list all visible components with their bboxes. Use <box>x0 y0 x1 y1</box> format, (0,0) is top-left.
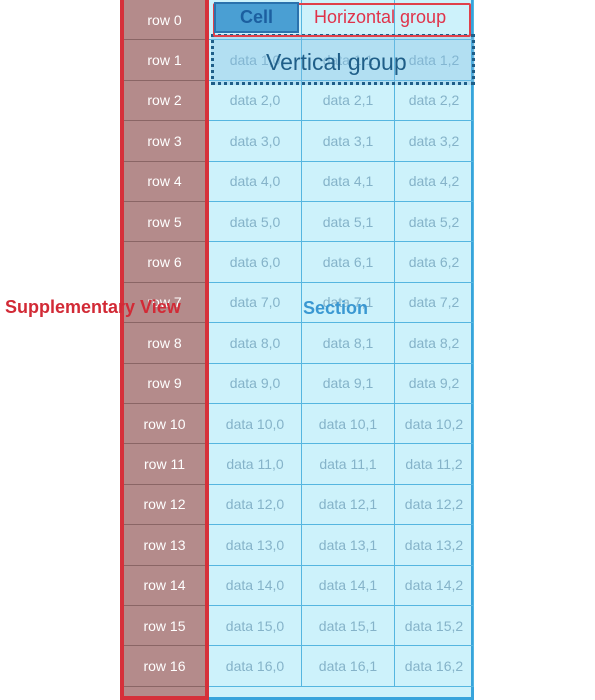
data-cell: data 6,2 <box>395 242 474 283</box>
data-cell: data 13,0 <box>209 525 302 566</box>
row-header: row 6 <box>124 242 205 283</box>
row-header: row 7 <box>124 283 205 324</box>
data-cell: data 13,2 <box>395 525 474 566</box>
data-cell: data 15,2 <box>395 606 474 647</box>
row-header: row 4 <box>124 162 205 202</box>
data-cell: data 4,2 <box>395 161 474 202</box>
data-cell: data 3,1 <box>302 121 395 162</box>
data-cell: data 9,2 <box>395 363 474 404</box>
data-cell: data 1,0 <box>209 40 302 81</box>
data-cell: data 16,1 <box>302 646 395 687</box>
data-cell: data 11,0 <box>209 444 302 485</box>
data-cell: data 1,1 <box>302 40 395 81</box>
row-header: row 9 <box>124 364 205 404</box>
data-cell: data 7,1 <box>302 282 395 324</box>
data-cell: data 14,1 <box>302 565 395 606</box>
data-cell: data 6,0 <box>209 242 302 283</box>
data-cell: data 14,2 <box>395 565 474 606</box>
data-cell <box>209 0 302 41</box>
data-cell: data 12,0 <box>209 484 302 526</box>
row-header: row 1 <box>124 40 205 81</box>
data-cell: data 5,2 <box>395 202 474 243</box>
data-cell: data 12,1 <box>302 484 395 526</box>
row-header: row 15 <box>124 606 205 647</box>
data-cell: data 8,1 <box>302 323 395 364</box>
data-cell: data 5,1 <box>302 202 395 243</box>
data-cell: data 5,0 <box>209 202 302 243</box>
data-cell: data 3,0 <box>209 121 302 162</box>
data-cell: data 15,1 <box>302 606 395 647</box>
row-header: row 12 <box>124 485 205 526</box>
row-header: row 0 <box>124 0 205 41</box>
data-cell: data 6,1 <box>302 242 395 283</box>
data-cell: data 7,0 <box>209 282 302 324</box>
data-cell: data 13,1 <box>302 525 395 566</box>
data-cell: data 10,1 <box>302 404 395 445</box>
data-cell <box>302 0 395 41</box>
row-header: row 2 <box>124 81 205 122</box>
data-cell: data 9,0 <box>209 363 302 404</box>
horizontal-group-label: Horizontal group <box>314 7 447 27</box>
data-cell: data 10,0 <box>209 404 302 445</box>
data-cell: data 8,0 <box>209 323 302 364</box>
row-header: row 5 <box>124 202 205 243</box>
data-cell: data 12,2 <box>395 484 474 526</box>
row-header: row 14 <box>124 566 205 606</box>
row-header: row 8 <box>124 323 205 364</box>
data-cell: data 2,2 <box>395 80 474 122</box>
supplementary-view-column: row 0 row 1 row 2 row 3 row 4 row 5 row 6 row 7… <box>120 0 209 700</box>
data-cell: data 15,0 <box>209 606 302 647</box>
data-cell <box>395 0 474 41</box>
data-cell: data 14,0 <box>209 565 302 606</box>
data-cell: data 2,0 <box>209 80 302 122</box>
cell-highlight: Cell <box>214 2 299 33</box>
data-cell: data 4,0 <box>209 161 302 202</box>
row-header: row 11 <box>124 444 205 485</box>
data-cell: data 16,0 <box>209 646 302 687</box>
data-cell: data 7,2 <box>395 282 474 324</box>
supplementary-view-label: Supplementary View <box>5 297 181 317</box>
data-cell: data 10,2 <box>395 404 474 445</box>
data-cell: data 9,1 <box>302 363 395 404</box>
data-cell: data 11,2 <box>395 444 474 485</box>
data-cell: data 4,1 <box>302 161 395 202</box>
data-cell: data 2,1 <box>302 80 395 122</box>
data-cell: data 8,2 <box>395 323 474 364</box>
data-cell: data 16,2 <box>395 646 474 687</box>
section-label: Section <box>303 298 369 318</box>
row-header: row 3 <box>124 121 205 162</box>
row-header: row 10 <box>124 404 205 445</box>
data-cell: data 3,2 <box>395 121 474 162</box>
row-header: row 13 <box>124 525 205 566</box>
data-cell: data 11,1 <box>302 444 395 485</box>
row-header: row 16 <box>124 646 205 687</box>
vertical-group-label: Vertical group <box>266 49 407 75</box>
section-grid: data 1,0 data 1,1 data 1,2 data 2,0 data 2,1… <box>209 0 474 700</box>
